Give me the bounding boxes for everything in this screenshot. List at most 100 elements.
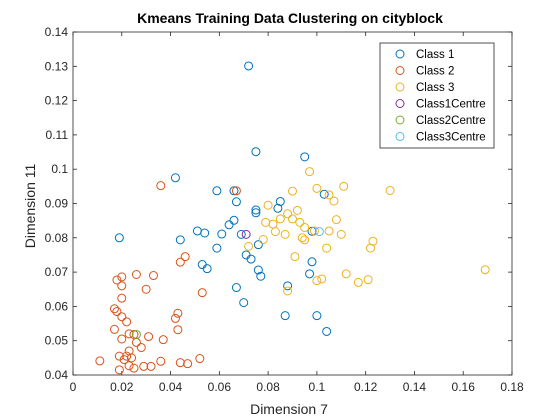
data-point-class-1	[114, 233, 124, 243]
data-point-class-2	[156, 181, 166, 191]
x-tick-label: 0.08	[256, 380, 280, 394]
data-point-class-1	[300, 152, 310, 162]
data-point-class-1	[200, 228, 210, 238]
y-tick-label: 0.05	[45, 334, 69, 348]
data-point-class-3	[317, 274, 327, 284]
x-axis-label: Dimension 7	[250, 401, 328, 417]
data-point-class-2	[156, 356, 166, 366]
data-point-class-2	[117, 272, 127, 282]
data-point-class-1	[280, 311, 290, 321]
y-tick-label: 0.04	[45, 368, 69, 382]
data-point-class-2	[117, 293, 127, 303]
legend-marker	[395, 99, 405, 108]
legend-box	[379, 42, 495, 149]
data-point-class-1	[283, 281, 293, 291]
data-point-class-2	[95, 356, 105, 366]
data-point-class-1	[175, 235, 185, 245]
data-point-class-1	[239, 298, 249, 308]
data-point-class-2	[170, 313, 180, 323]
data-point-class-1	[231, 283, 241, 293]
data-point-class-3	[288, 214, 297, 224]
data-point-class-1	[224, 220, 234, 230]
data-point-class-2	[136, 343, 146, 353]
data-point-class-1	[312, 311, 322, 321]
data-point-class-3	[292, 205, 302, 215]
data-point-class-3	[353, 277, 363, 287]
x-tick-label: 0.16	[452, 380, 476, 394]
data-point-class-2	[124, 361, 134, 371]
legend-marker	[395, 82, 405, 92]
data-point-class-3	[385, 185, 395, 195]
data-point-class-3	[363, 275, 373, 285]
data-point-class-2	[122, 317, 132, 327]
data-point-class-3	[283, 209, 293, 219]
chart-title: Kmeans Training Data Clustering on cityb…	[137, 10, 443, 26]
data-points	[95, 61, 490, 375]
y-tick-label: 0.1	[51, 162, 68, 176]
data-point-class-3	[322, 243, 332, 253]
data-point-class-2	[129, 330, 139, 340]
data-point-class-3	[329, 196, 339, 206]
legend-marker	[395, 66, 405, 75]
x-tick-label: 0.04	[159, 380, 183, 394]
data-point-class-2	[129, 363, 139, 373]
legend-entry: Class2Centre	[416, 115, 486, 127]
data-point-class-2	[175, 358, 185, 368]
data-point-class-2	[175, 257, 185, 267]
data-point-class-1	[319, 189, 329, 199]
data-point-class-1	[212, 243, 222, 253]
x-tick-label: 0.12	[354, 380, 378, 394]
data-point-class-3	[309, 226, 319, 236]
data-point-class-3	[312, 183, 322, 193]
legend-marker	[395, 49, 405, 59]
y-tick-label: 0.09	[45, 197, 69, 211]
x-tick-label: 0	[70, 380, 77, 394]
x-tick-label: 0.14	[403, 380, 427, 394]
data-point-class-2	[117, 334, 127, 344]
data-point-class-3	[280, 229, 290, 239]
data-point-class-1	[305, 269, 315, 279]
data-point-class-3	[295, 217, 305, 227]
data-point-class2centre	[131, 330, 141, 340]
data-point-class-1	[307, 257, 317, 267]
data-point-class1centre	[241, 229, 251, 239]
data-point-class-1	[251, 208, 261, 218]
data-point-class-3	[244, 241, 254, 251]
data-point-class-2	[180, 252, 190, 262]
data-point-class-1	[170, 173, 180, 183]
data-point-class-3	[305, 167, 315, 177]
data-point-class-2	[124, 329, 134, 339]
data-point-class-3	[300, 235, 310, 245]
y-tick-label: 0.11	[46, 128, 69, 142]
data-point-class-3	[339, 181, 349, 191]
data-point-class3centre	[314, 227, 324, 237]
x-tick-label: 0.02	[110, 380, 134, 394]
data-point-class-1	[251, 205, 261, 215]
data-point-class-2	[114, 351, 124, 361]
data-point-class-3	[283, 286, 293, 296]
y-tick-label: 0.07	[45, 265, 69, 279]
data-point-class-2	[141, 284, 151, 294]
legend-entry: Class 1	[416, 49, 454, 61]
data-point-class-1	[244, 61, 254, 71]
data-point-class-1	[253, 240, 263, 250]
data-point-class-3	[290, 252, 300, 262]
x-tick-label: 0.06	[208, 380, 232, 394]
data-point-class-2	[114, 365, 124, 375]
legend-marker	[395, 115, 405, 125]
data-point-class-1	[231, 197, 241, 207]
data-point-class-2	[112, 307, 122, 317]
data-point-class-1	[253, 265, 263, 275]
data-point-class-2	[119, 355, 129, 365]
data-point-class-2	[109, 304, 119, 314]
data-point-class-3	[258, 235, 268, 245]
data-point-class-1	[246, 254, 256, 264]
data-point-class-1	[229, 215, 239, 225]
data-point-class-1	[273, 203, 283, 213]
data-point-class-1	[236, 229, 246, 239]
data-point-class-3	[331, 215, 341, 225]
data-point-class-1	[202, 264, 212, 274]
x-tick-label: 0.1	[309, 380, 326, 394]
data-point-class-2	[139, 361, 149, 371]
